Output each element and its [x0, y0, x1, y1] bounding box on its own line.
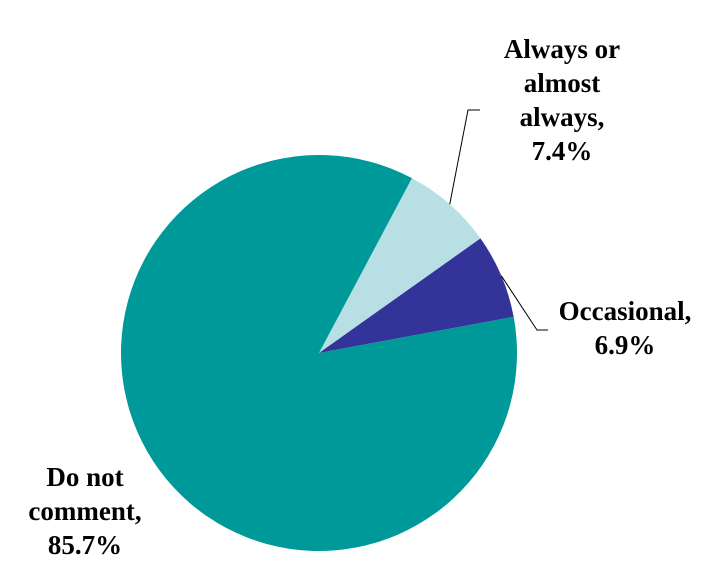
slice-label-always: Always or almost always, 7.4%	[462, 32, 662, 168]
slice-label-occasional-line-1: Occasional,	[558, 296, 692, 326]
slice-label-always-line-2: almost	[523, 68, 601, 98]
leader-line-always	[449, 109, 480, 205]
slice-occasional	[319, 238, 514, 353]
slice-label-do-not-comment: Do not comment, 85.7%	[0, 460, 170, 562]
slice-label-always-line-1: Always or	[503, 34, 621, 64]
slice-label-do-not-comment-line-2: comment,	[28, 496, 142, 526]
leader-line-occasional	[500, 275, 548, 331]
slice-label-always-line-3: always,	[519, 102, 605, 132]
slice-label-do-not-comment-line-3: 85.7%	[47, 530, 123, 560]
slice-label-occasional-line-2: 6.9%	[594, 330, 656, 360]
slice-always	[319, 178, 481, 353]
slice-label-occasional: Occasional, 6.9%	[525, 294, 725, 362]
slice-do-not-comment	[120, 154, 517, 551]
slice-label-always-line-4: 7.4%	[531, 136, 593, 166]
slice-label-do-not-comment-line-1: Do not	[46, 462, 124, 492]
